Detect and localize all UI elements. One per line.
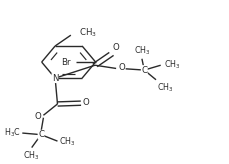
Text: CH$_3$: CH$_3$ [156,82,173,94]
Text: Br: Br [61,58,71,67]
Text: N: N [52,74,58,83]
Text: CH$_3$: CH$_3$ [23,150,40,162]
Text: O: O [34,112,41,121]
Text: C: C [141,66,147,75]
Text: CH$_3$: CH$_3$ [163,59,180,72]
Text: O: O [112,43,119,52]
Text: C: C [38,130,44,139]
Text: CH$_3$: CH$_3$ [133,44,150,57]
Text: H$_3$C: H$_3$C [4,127,21,139]
Text: CH$_3$: CH$_3$ [58,136,75,148]
Text: O: O [118,63,125,72]
Text: CH$_3$: CH$_3$ [78,26,96,39]
Text: O: O [82,98,88,107]
